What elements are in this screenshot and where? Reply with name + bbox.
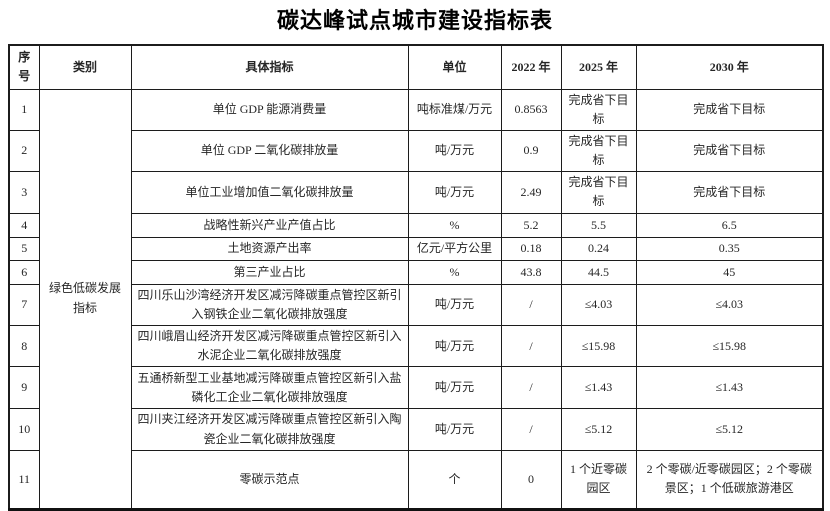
- cell-indicator: 五通桥新型工业基地减污降碳重点管控区新引入盐磷化工企业二氧化碳排放强度: [130, 366, 409, 410]
- cell-2022: 0.18: [500, 236, 562, 261]
- cell-indicator: 四川夹江经济开发区减污降碳重点管控区新引入陶瓷企业二氧化碳排放强度: [130, 408, 409, 451]
- cell-2030: ≤1.43: [635, 366, 824, 410]
- table-row: 2 单位 GDP 二氧化碳排放量 吨/万元 0.9 完成省下目标 完成省下目标: [8, 129, 824, 173]
- cell-2025: ≤1.43: [560, 366, 637, 410]
- cell-unit: 吨/万元: [407, 129, 502, 173]
- table-row: 10 四川夹江经济开发区减污降碳重点管控区新引入陶瓷企业二氧化碳排放强度 吨/万…: [8, 408, 824, 451]
- table-row: 6 第三产业占比 % 43.8 44.5 45: [8, 259, 824, 285]
- cell-indicator: 战略性新兴产业产值占比: [130, 212, 409, 238]
- cell-2022: /: [500, 324, 562, 368]
- cell-unit: 吨/万元: [407, 324, 502, 368]
- cell-2025: 1 个近零碳园区: [560, 449, 637, 510]
- cell-2022: 0: [500, 449, 562, 510]
- cell-2025: 完成省下目标: [560, 88, 637, 131]
- cell-indicator: 四川峨眉山经济开发区减污降碳重点管控区新引入水泥企业二氧化碳排放强度: [130, 324, 409, 368]
- header-row: 序号 类别 具体指标 单位 2022 年 2025 年 2030 年: [8, 44, 824, 90]
- cell-unit: 个: [407, 449, 502, 510]
- cell-no: 6: [8, 259, 40, 285]
- page-title: 碳达峰试点城市建设指标表: [276, 8, 553, 33]
- cell-2022: /: [500, 408, 562, 451]
- cell-indicator: 单位工业增加值二氧化碳排放量: [130, 171, 409, 214]
- cell-2025: 44.5: [560, 259, 637, 285]
- cell-indicator: 单位 GDP 能源消费量: [130, 88, 409, 131]
- cell-no: 9: [8, 366, 40, 410]
- cell-unit: 吨/万元: [407, 171, 502, 214]
- cell-2030: ≤15.98: [635, 324, 824, 368]
- cell-2025: 完成省下目标: [560, 171, 637, 214]
- cell-2022: 43.8: [500, 259, 562, 285]
- table-row: 5 土地资源产出率 亿元/平方公里 0.18 0.24 0.35: [8, 236, 824, 261]
- cell-2030: 0.35: [635, 236, 824, 261]
- cell-no: 4: [8, 212, 40, 238]
- table-row: 9 五通桥新型工业基地减污降碳重点管控区新引入盐磷化工企业二氧化碳排放强度 吨/…: [8, 366, 824, 410]
- cell-unit: %: [407, 259, 502, 285]
- cell-2025: 0.24: [560, 236, 637, 261]
- cell-unit: 吨标准煤/万元: [407, 88, 502, 131]
- col-header-no: 序号: [8, 44, 40, 90]
- cell-2022: /: [500, 366, 562, 410]
- table-row: 3 单位工业增加值二氧化碳排放量 吨/万元 2.49 完成省下目标 完成省下目标: [8, 171, 824, 214]
- cell-no: 11: [8, 449, 40, 510]
- cell-indicator: 四川乐山沙湾经济开发区减污降碳重点管控区新引入钢铁企业二氧化碳排放强度: [130, 283, 409, 327]
- cell-2030: 完成省下目标: [635, 171, 824, 214]
- cell-indicator: 第三产业占比: [130, 259, 409, 285]
- cell-2030: 2 个零碳/近零碳园区；2 个零碳景区；1 个低碳旅游港区: [635, 449, 824, 510]
- cell-2022: 5.2: [500, 212, 562, 238]
- cell-2022: /: [500, 283, 562, 327]
- table-row: 1 绿色低碳发展指标 单位 GDP 能源消费量 吨标准煤/万元 0.8563 完…: [8, 88, 824, 510]
- cell-category: 绿色低碳发展指标: [38, 88, 132, 510]
- cell-2025: 5.5: [560, 212, 637, 238]
- cell-2030: 完成省下目标: [635, 129, 824, 173]
- col-header-2025: 2025 年: [560, 44, 637, 90]
- cell-2030: 45: [635, 259, 824, 285]
- cell-indicator: 土地资源产出率: [130, 236, 409, 261]
- table-row: 7 四川乐山沙湾经济开发区减污降碳重点管控区新引入钢铁企业二氧化碳排放强度 吨/…: [8, 283, 824, 327]
- col-header-unit: 单位: [407, 44, 502, 90]
- indicator-table: 序号 类别 具体指标 单位 2022 年 2025 年 2030 年 1 绿色低…: [8, 44, 824, 511]
- cell-indicator: 单位 GDP 二氧化碳排放量: [130, 129, 409, 173]
- cell-no: 7: [8, 283, 40, 327]
- cell-2030: 完成省下目标: [635, 88, 824, 131]
- col-header-category: 类别: [38, 44, 132, 90]
- cell-unit: 亿元/平方公里: [407, 236, 502, 261]
- cell-no: 8: [8, 324, 40, 368]
- cell-2022: 0.8563: [500, 88, 562, 131]
- col-header-2030: 2030 年: [635, 44, 824, 90]
- cell-no: 2: [8, 129, 40, 173]
- cell-2030: 6.5: [635, 212, 824, 238]
- cell-2025: 完成省下目标: [560, 129, 637, 173]
- cell-unit: 吨/万元: [407, 283, 502, 327]
- cell-no: 10: [8, 408, 40, 451]
- cell-2030: ≤4.03: [635, 283, 824, 327]
- cell-no: 1: [8, 88, 40, 131]
- cell-2025: ≤5.12: [560, 408, 637, 451]
- table-row: 8 四川峨眉山经济开发区减污降碳重点管控区新引入水泥企业二氧化碳排放强度 吨/万…: [8, 324, 824, 368]
- cell-indicator: 零碳示范点: [130, 449, 409, 510]
- table-row: 11 零碳示范点 个 0 1 个近零碳园区 2 个零碳/近零碳园区；2 个零碳景…: [8, 449, 824, 510]
- cell-2022: 2.49: [500, 171, 562, 214]
- cell-no: 5: [8, 236, 40, 261]
- cell-no: 3: [8, 171, 40, 214]
- cell-2025: ≤15.98: [560, 324, 637, 368]
- cell-unit: 吨/万元: [407, 366, 502, 410]
- table-row: 4 战略性新兴产业产值占比 % 5.2 5.5 6.5: [8, 212, 824, 238]
- cell-2022: 0.9: [500, 129, 562, 173]
- cell-2025: ≤4.03: [560, 283, 637, 327]
- cell-2030: ≤5.12: [635, 408, 824, 451]
- col-header-2022: 2022 年: [500, 44, 562, 90]
- cell-unit: %: [407, 212, 502, 238]
- cell-unit: 吨/万元: [407, 408, 502, 451]
- col-header-indicator: 具体指标: [130, 44, 409, 90]
